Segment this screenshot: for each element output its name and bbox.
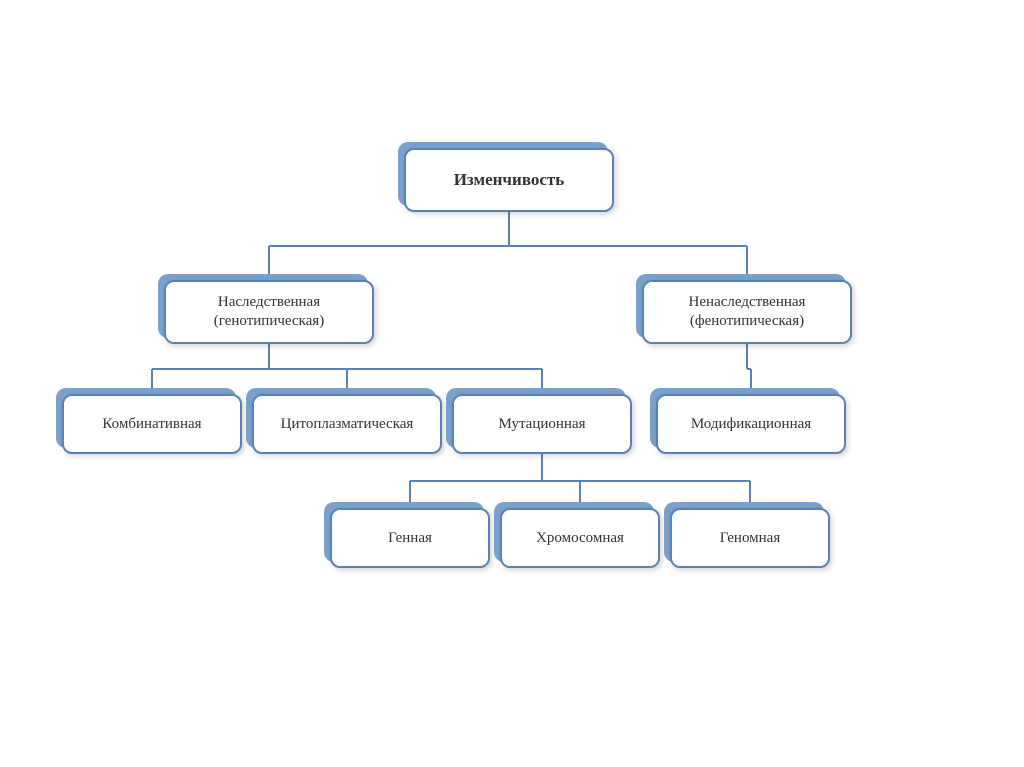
node-mut: Мутационная (452, 394, 632, 454)
node-gene: Генная (330, 508, 490, 568)
node-nonhered: Ненаследственная (фенотипическая) (642, 280, 852, 344)
node-cyto: Цитоплазматическая (252, 394, 442, 454)
node-combin-label: Комбинативная (102, 415, 201, 434)
node-cyto-label: Цитоплазматическая (281, 415, 414, 434)
node-root: Изменчивость (404, 148, 614, 212)
node-genom-label: Геномная (720, 529, 781, 548)
connector-layer (0, 0, 1024, 767)
node-mut-label: Мутационная (498, 415, 585, 434)
node-chrom: Хромосомная (500, 508, 660, 568)
node-genom: Геномная (670, 508, 830, 568)
variability-tree-diagram: Изменчивость Наследственная (генотипичес… (0, 0, 1024, 767)
node-modif-label: Модификационная (691, 415, 811, 434)
node-nonhered-label: Ненаследственная (фенотипическая) (654, 293, 840, 331)
node-hered: Наследственная (генотипическая) (164, 280, 374, 344)
node-gene-label: Генная (388, 529, 432, 548)
node-combin: Комбинативная (62, 394, 242, 454)
node-hered-label: Наследственная (генотипическая) (176, 293, 362, 331)
node-chrom-label: Хромосомная (536, 529, 624, 548)
node-root-label: Изменчивость (454, 169, 565, 190)
node-modif: Модификационная (656, 394, 846, 454)
